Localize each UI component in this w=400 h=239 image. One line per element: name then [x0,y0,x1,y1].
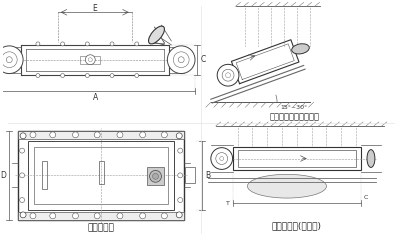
Circle shape [178,148,183,153]
Circle shape [20,212,26,218]
Circle shape [173,52,189,68]
Bar [18,212,184,220]
Circle shape [178,57,184,63]
Ellipse shape [292,44,309,54]
Bar [28,141,174,210]
Text: 安装示意图（倾斜式）: 安装示意图（倾斜式） [270,113,320,121]
Bar [147,168,164,185]
Text: C: C [200,55,206,64]
Circle shape [176,212,182,218]
Circle shape [140,132,146,138]
Text: 外形尺寸图: 外形尺寸图 [88,223,114,232]
Circle shape [30,213,36,219]
Circle shape [94,132,100,138]
Circle shape [150,170,162,182]
Bar [18,131,184,139]
Circle shape [162,213,167,219]
Circle shape [6,57,12,63]
Circle shape [36,42,40,46]
Circle shape [117,213,123,219]
Circle shape [178,198,183,202]
Circle shape [20,198,24,202]
Circle shape [176,133,182,139]
Bar [18,131,184,220]
Circle shape [61,42,64,46]
Circle shape [85,74,89,77]
Text: D: D [0,171,6,180]
Circle shape [85,42,89,46]
Circle shape [50,132,56,138]
Circle shape [85,55,95,65]
Bar [80,56,100,64]
Text: E: E [92,4,97,13]
Circle shape [167,46,195,74]
Ellipse shape [367,150,375,168]
Circle shape [20,148,24,153]
Bar [232,147,361,170]
Circle shape [211,148,232,169]
Circle shape [226,73,230,78]
Circle shape [61,74,64,77]
Text: T: T [226,201,230,206]
Text: A: A [93,93,98,102]
Bar [34,147,168,204]
Circle shape [94,213,100,219]
Circle shape [36,74,40,77]
Text: 安装示意图(水平式): 安装示意图(水平式) [272,221,322,230]
Text: C: C [364,195,368,200]
Bar [238,150,356,168]
Circle shape [88,58,92,62]
Circle shape [72,132,78,138]
Circle shape [117,132,123,138]
Circle shape [135,74,139,77]
Circle shape [110,74,114,77]
Circle shape [1,52,17,68]
Circle shape [50,213,56,219]
Circle shape [0,46,23,74]
Bar [185,168,195,183]
Circle shape [135,42,139,46]
Circle shape [162,132,167,138]
Circle shape [20,133,26,139]
Circle shape [110,42,114,46]
Circle shape [178,173,183,178]
Circle shape [20,173,24,178]
Ellipse shape [248,174,326,198]
Bar [42,162,47,189]
Circle shape [140,213,146,219]
Circle shape [222,69,234,81]
Circle shape [30,132,36,138]
Circle shape [72,213,78,219]
Text: B: B [205,171,210,180]
Circle shape [216,153,228,164]
Circle shape [152,173,158,179]
Circle shape [220,157,224,161]
Bar [99,162,104,184]
Text: 15°~30°: 15°~30° [280,105,307,110]
Circle shape [217,64,239,86]
Ellipse shape [148,26,164,44]
